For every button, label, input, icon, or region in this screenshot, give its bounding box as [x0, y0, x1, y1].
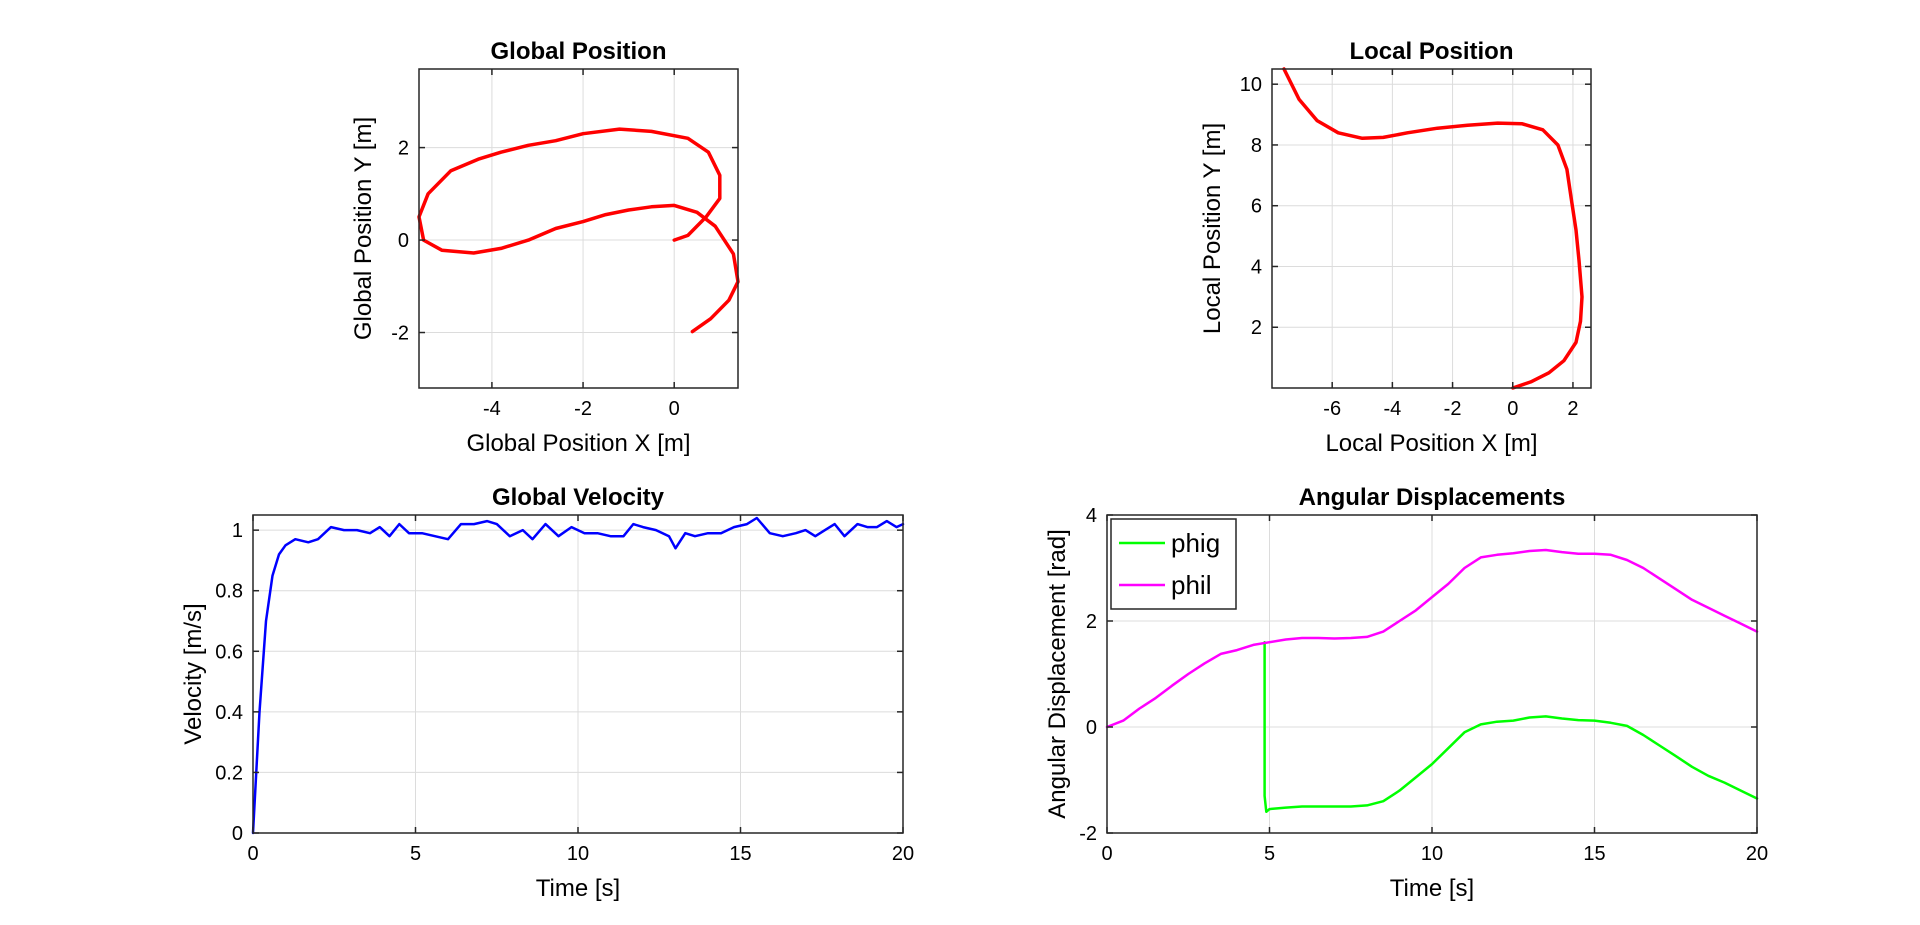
x-tick-label: 20 [892, 843, 914, 865]
x-tick-label: 10 [1421, 843, 1443, 865]
x-tick-label: 20 [1746, 843, 1768, 865]
y-tick-label: 4 [1086, 505, 1097, 527]
series-line-0 [251, 516, 905, 835]
y-tick-label: -2 [1079, 823, 1097, 845]
x-tick-label: 0 [1507, 398, 1518, 420]
x-axis-label: Time [s] [1390, 875, 1474, 902]
legend: phig phil [1110, 518, 1237, 610]
series-line-0 [1282, 67, 1584, 390]
y-axis-label: Angular Displacement [rad] [1044, 529, 1071, 818]
chart-title: Global Position [490, 38, 666, 65]
y-tick-label: -2 [391, 323, 409, 345]
x-tick-label: -4 [1383, 398, 1401, 420]
chart-0: -4 -2 0 -2 0 2 Global Position Global Position … [350, 38, 740, 457]
x-tick-label: 0 [669, 398, 680, 420]
x-tick-label: 15 [1583, 843, 1605, 865]
x-axis-label: Time [s] [536, 875, 620, 902]
chart-1: -6 -4 -2 0 2 2 4 6 8 10 Local Position Local Positi… [1199, 38, 1592, 457]
axes-frame [1271, 68, 1592, 389]
y-tick-label: 0.8 [215, 581, 243, 603]
x-tick-label: 0 [247, 843, 258, 865]
x-tick-label: 0 [1101, 843, 1112, 865]
legend-label-phig: phig [1171, 528, 1220, 558]
y-axis-label: Global Position Y [m] [350, 117, 377, 340]
y-tick-label: 0.4 [215, 702, 243, 724]
x-tick-label: 5 [410, 843, 421, 865]
y-axis-label: Velocity [m/s] [180, 603, 207, 744]
y-tick-label: 0 [1086, 717, 1097, 739]
x-tick-label: 10 [567, 843, 589, 865]
chart-title: Local Position [1349, 38, 1513, 65]
legend-label-phil: phil [1171, 570, 1211, 600]
y-tick-label: 2 [1086, 611, 1097, 633]
y-tick-label: 6 [1251, 196, 1262, 218]
y-tick-label: 8 [1251, 135, 1262, 157]
x-tick-label: -6 [1323, 398, 1341, 420]
x-axis-label: Global Position X [m] [466, 430, 690, 457]
plot-area [1272, 69, 1591, 388]
chart-title: Angular Displacements [1299, 484, 1566, 511]
y-axis-label: Local Position Y [m] [1199, 123, 1226, 334]
x-tick-label: -2 [1444, 398, 1462, 420]
axes-frame [418, 68, 739, 389]
y-tick-label: 2 [1251, 317, 1262, 339]
legend-box [1110, 518, 1237, 610]
chart-2: 0 5 10 15 20 0 0.2 0.4 0.6 0.8 1 Global Velocity Tim… [180, 484, 914, 902]
y-tick-label: 1 [232, 520, 243, 542]
y-tick-label: 2 [398, 138, 409, 160]
x-tick-label: -4 [483, 398, 501, 420]
chart-title: Global Velocity [492, 484, 665, 511]
x-tick-label: 15 [729, 843, 751, 865]
x-tick-label: 2 [1567, 398, 1578, 420]
series-line-1 [1105, 548, 1759, 729]
y-tick-label: 0.6 [215, 641, 243, 663]
x-tick-label: -2 [574, 398, 592, 420]
y-tick-label: 10 [1240, 74, 1262, 96]
x-axis-label: Local Position X [m] [1325, 430, 1537, 457]
y-tick-label: 4 [1251, 256, 1262, 278]
y-tick-label: 0.2 [215, 762, 243, 784]
x-tick-label: 5 [1264, 843, 1275, 865]
plot-area [419, 69, 738, 388]
y-tick-label: 0 [398, 230, 409, 252]
y-tick-label: 0 [232, 823, 243, 845]
series-line-0 [1263, 640, 1759, 814]
